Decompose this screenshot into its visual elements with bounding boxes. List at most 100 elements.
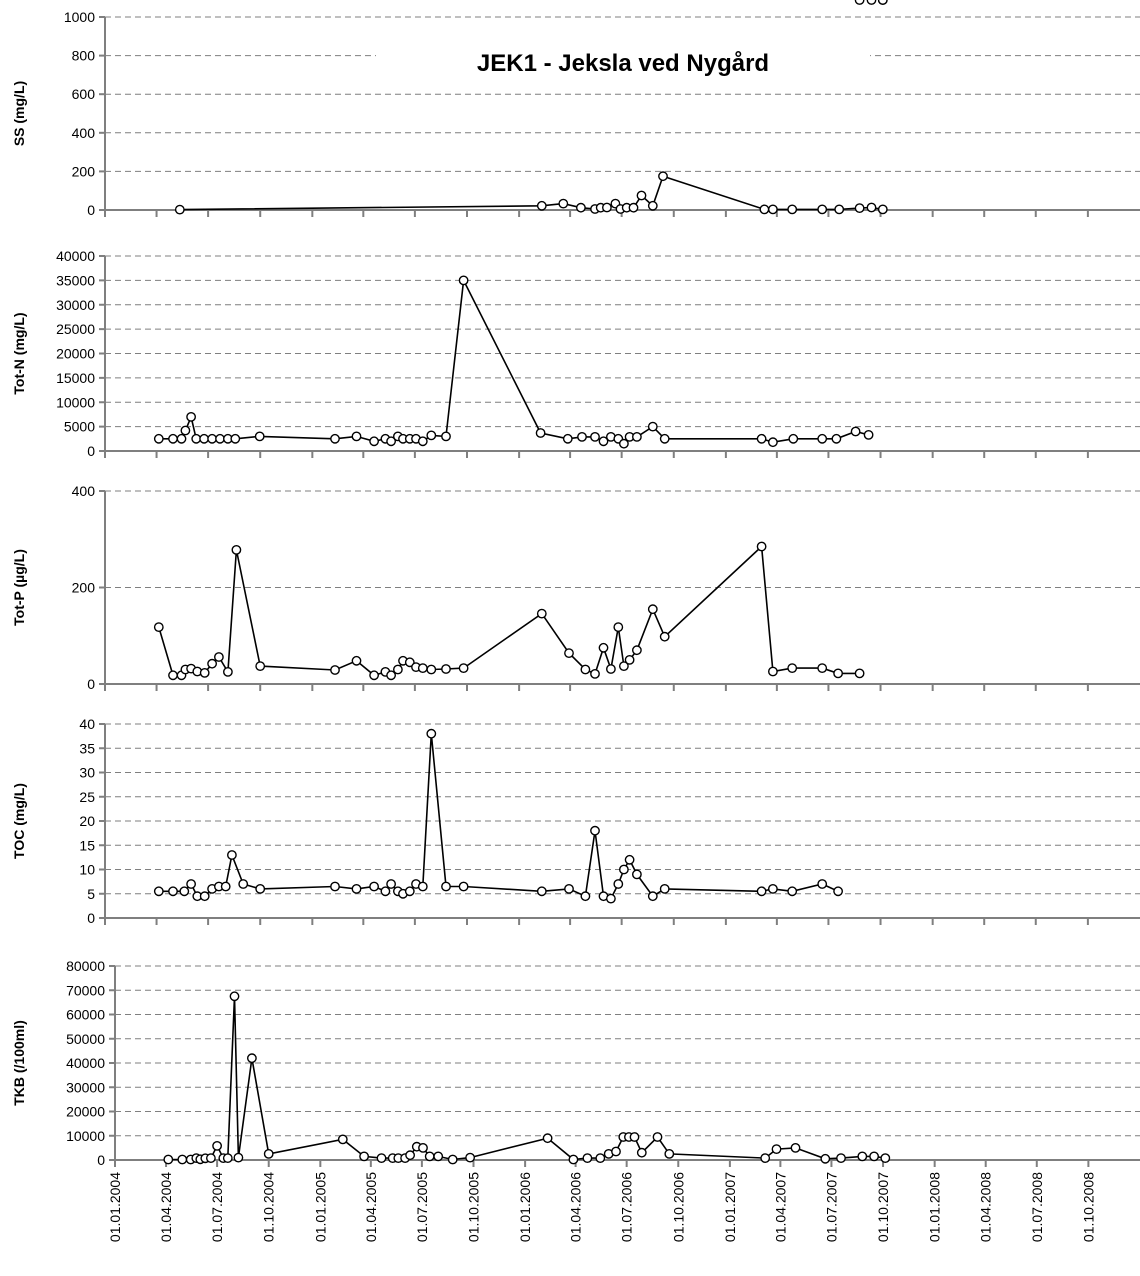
data-point	[351, 431, 362, 442]
data-point	[199, 891, 210, 902]
data-point	[222, 1153, 233, 1164]
data-point	[658, 171, 668, 182]
data-point	[441, 431, 451, 442]
data-point	[787, 204, 798, 215]
data-point	[595, 1153, 606, 1164]
x-tick-label: 01.04.2007	[772, 1172, 788, 1242]
y-tick-label: 20000	[66, 1104, 105, 1120]
y-tick-label: 60000	[66, 1007, 105, 1023]
y-tick-label: 70000	[66, 982, 105, 998]
x-tick-label: 01.04.2006	[568, 1172, 584, 1242]
data-point	[207, 658, 218, 669]
data-point	[664, 1149, 675, 1159]
y-tick-label: 30000	[66, 1079, 105, 1095]
y-tick-label: 400	[72, 125, 96, 141]
y-axis-label: TOC (mg/L)	[11, 783, 27, 859]
data-point	[624, 854, 635, 865]
x-tick-label: 01.10.2007	[875, 1172, 891, 1242]
data-point	[831, 433, 842, 444]
data-point	[386, 670, 396, 681]
data-point	[863, 429, 874, 440]
data-point	[629, 1132, 640, 1142]
data-point	[857, 1151, 868, 1162]
data-point	[153, 886, 164, 897]
y-tick-label: 40	[79, 716, 95, 732]
data-point	[817, 879, 828, 889]
data-point	[836, 1153, 846, 1164]
data-point	[854, 668, 865, 679]
data-point	[405, 1150, 415, 1161]
data-point	[536, 608, 547, 619]
data-point	[180, 425, 191, 436]
data-point	[564, 884, 574, 894]
y-tick-label: 0	[87, 676, 95, 692]
data-point	[229, 991, 240, 1002]
data-point	[866, 0, 877, 5]
y-tick-label: 200	[72, 163, 96, 179]
data-point	[647, 200, 658, 211]
data-point	[632, 431, 642, 442]
x-tick-label: 01.01.2007	[722, 1172, 738, 1242]
data-point	[369, 881, 379, 892]
data-point	[404, 886, 415, 897]
y-tick-label: 600	[72, 86, 96, 102]
data-point	[854, 203, 865, 214]
data-point	[759, 204, 770, 215]
data-point	[877, 204, 888, 215]
y-tick-label: 1000	[64, 9, 95, 25]
y-tick-label: 40000	[56, 248, 95, 264]
data-point	[330, 433, 340, 444]
data-point	[176, 433, 187, 444]
data-point	[598, 642, 609, 653]
y-tick-label: 30	[79, 765, 95, 781]
y-tick-label: 10	[79, 862, 95, 878]
data-point	[768, 204, 778, 215]
data-point	[768, 437, 778, 448]
data-point	[636, 190, 647, 201]
data-point	[756, 433, 767, 444]
data-point	[877, 0, 888, 5]
data-point	[404, 657, 415, 668]
data-point	[636, 1147, 647, 1158]
data-point	[359, 1151, 369, 1162]
data-point	[619, 661, 629, 671]
data-point	[233, 1152, 244, 1163]
data-point	[441, 664, 451, 674]
y-tick-label: 35000	[56, 272, 95, 288]
x-tick-label: 01.01.2005	[312, 1172, 328, 1242]
data-point	[817, 204, 828, 215]
data-point	[647, 891, 658, 902]
data-point	[817, 663, 828, 673]
x-tick-label: 01.07.2005	[414, 1172, 430, 1242]
data-point	[424, 1151, 435, 1162]
data-point	[351, 655, 362, 666]
data-point	[230, 433, 241, 444]
data-point	[330, 665, 340, 675]
data-point	[632, 869, 642, 880]
data-point	[788, 433, 799, 444]
data-point	[246, 1053, 257, 1064]
data-point	[168, 886, 178, 897]
data-point	[351, 884, 362, 894]
y-tick-label: 0	[87, 910, 95, 926]
data-point	[417, 663, 428, 673]
data-point	[186, 879, 197, 889]
data-point	[369, 670, 379, 681]
data-point	[458, 663, 469, 673]
data-point	[771, 1144, 782, 1155]
data-point	[768, 884, 778, 894]
y-tick-label: 5000	[64, 419, 95, 435]
x-tick-label: 01.10.2004	[261, 1172, 277, 1242]
y-tick-label: 10000	[66, 1128, 105, 1144]
data-point	[787, 886, 798, 897]
chart-title: JEK1 - Jeksla ved Nygård	[477, 50, 769, 77]
data-point	[168, 433, 178, 444]
data-point	[426, 728, 437, 739]
data-point	[869, 1151, 879, 1162]
data-point	[177, 1154, 188, 1165]
x-tick-label: 01.01.2006	[517, 1172, 533, 1242]
data-point	[866, 202, 877, 213]
data-point	[426, 430, 437, 441]
title-box	[376, 34, 870, 92]
data-point	[606, 664, 616, 674]
